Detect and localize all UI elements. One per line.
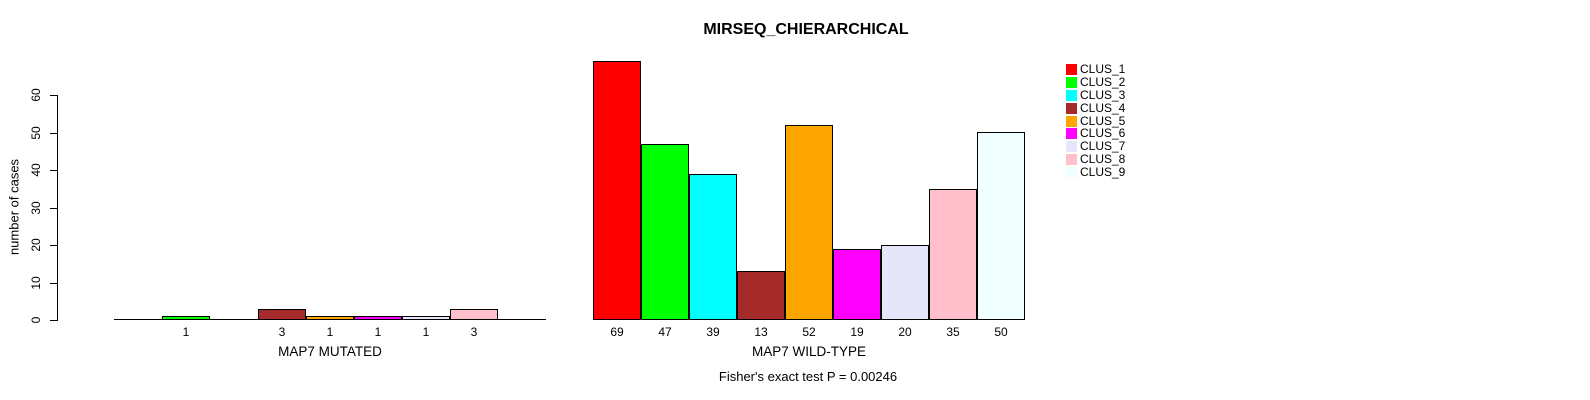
bar-clus_8 bbox=[929, 189, 977, 320]
bar-clus_3 bbox=[689, 174, 737, 320]
panel-map7-mutated: MAP7 MUTATED 1 3 1 1 1 3 bbox=[114, 0, 546, 359]
y-tick-label: 50 bbox=[29, 125, 43, 140]
legend-swatch-icon bbox=[1066, 102, 1077, 114]
bar-value-label: 1 bbox=[422, 325, 430, 339]
y-axis-line bbox=[57, 95, 58, 321]
y-tick-label: 0 bbox=[29, 316, 43, 324]
legend-row-clus_4: CLUS_4 bbox=[1066, 100, 1126, 115]
legend-swatch-icon bbox=[1066, 115, 1077, 127]
bar-clus_5 bbox=[785, 125, 833, 320]
y-tick-mark bbox=[50, 245, 57, 246]
bar-value-label: 69 bbox=[610, 325, 624, 339]
bar-clus_8 bbox=[450, 309, 498, 320]
y-tick-mark bbox=[50, 207, 57, 209]
y-tick-mark bbox=[50, 282, 57, 284]
y-tick-label: 40 bbox=[29, 163, 43, 177]
legend-row-clus_1: CLUS_1 bbox=[1066, 63, 1125, 76]
y-tick-mark bbox=[50, 320, 57, 321]
legend-label: CLUS_7 bbox=[1080, 139, 1126, 154]
y-tick-mark bbox=[50, 170, 57, 171]
legend-label: CLUS_2 bbox=[1080, 74, 1126, 89]
legend-swatch-icon bbox=[1066, 154, 1077, 166]
y-tick-mark bbox=[50, 95, 57, 96]
legend-swatch-icon bbox=[1066, 89, 1077, 101]
bar-value-label: 13 bbox=[754, 325, 768, 339]
legend-swatch-icon bbox=[1066, 128, 1077, 140]
bar-value-label: 3 bbox=[470, 325, 478, 339]
bar-value-label: 47 bbox=[658, 325, 672, 339]
fisher-test-annotation: Fisher's exact test P = 0.00246 bbox=[718, 369, 898, 384]
y-tick-mark bbox=[50, 132, 57, 134]
legend-swatch-icon bbox=[1066, 76, 1077, 88]
y-tick-label: 20 bbox=[29, 238, 43, 252]
legend-row-clus_3: CLUS_3 bbox=[1066, 87, 1126, 102]
legend-label: CLUS_8 bbox=[1080, 152, 1126, 167]
legend-swatch-icon bbox=[1066, 167, 1077, 179]
bar-value-label: 19 bbox=[850, 325, 864, 339]
bar-clus_4 bbox=[737, 271, 785, 320]
bar-value-label: 52 bbox=[802, 325, 816, 339]
bar-clus_2 bbox=[641, 144, 689, 320]
bar-clus_1 bbox=[593, 61, 641, 320]
bar-clus_5 bbox=[306, 316, 354, 320]
bar-clus_7 bbox=[402, 316, 450, 320]
bar-clus_4 bbox=[258, 309, 306, 320]
legend-row-clus_8: CLUS_8 bbox=[1066, 153, 1125, 166]
bar-value-label: 3 bbox=[278, 325, 286, 339]
legend-swatch-icon bbox=[1066, 63, 1077, 75]
bar-value-label: 50 bbox=[994, 325, 1008, 339]
x-axis-title-wild-type: MAP7 WILD-TYPE bbox=[751, 344, 867, 359]
legend-label: CLUS_4 bbox=[1080, 100, 1126, 115]
legend-label: CLUS_3 bbox=[1080, 87, 1126, 102]
y-tick-label: 10 bbox=[29, 275, 43, 290]
legend-row-clus_2: CLUS_2 bbox=[1066, 74, 1126, 89]
chart-title: MIRSEQ_CHIERARCHICAL bbox=[703, 21, 909, 38]
x-axis-title-mutated: MAP7 MUTATED bbox=[278, 344, 382, 359]
legend-swatch-icon bbox=[1066, 141, 1077, 153]
legend: CLUS_1 CLUS_2 CLUS_3 CLUS_4 CLUS_5 CLUS_6 CLUS… bbox=[1066, 63, 1125, 179]
y-tick-label: 60 bbox=[29, 88, 43, 102]
bar-clus_2 bbox=[162, 316, 210, 320]
legend-row-clus_5: CLUS_5 bbox=[1066, 113, 1126, 128]
bar-value-label: 35 bbox=[946, 325, 960, 339]
bar-clus_9 bbox=[977, 132, 1025, 320]
legend-row-clus_7: CLUS_7 bbox=[1066, 140, 1125, 153]
legend-row-clus_6: CLUS_6 bbox=[1066, 127, 1125, 140]
legend-label: CLUS_5 bbox=[1080, 113, 1126, 128]
bar-value-label: 1 bbox=[374, 325, 382, 339]
bar-value-label: 1 bbox=[326, 325, 334, 339]
legend-label: CLUS_6 bbox=[1080, 126, 1126, 141]
y-tick-label: 30 bbox=[29, 200, 43, 215]
legend-label: CLUS_1 bbox=[1080, 62, 1126, 76]
bar-clus_6 bbox=[354, 316, 402, 320]
bar-value-label: 20 bbox=[898, 325, 912, 339]
y-axis-title: number of cases bbox=[6, 158, 22, 256]
legend-row-clus_9: CLUS_9 bbox=[1066, 166, 1125, 179]
bar-value-label: 1 bbox=[182, 325, 190, 339]
bar-clus_6 bbox=[833, 249, 881, 320]
bar-clus_7 bbox=[881, 245, 929, 320]
legend-label: CLUS_9 bbox=[1080, 165, 1126, 180]
panel-map7-wild-type: MAP7 WILD-TYPE 69 47 39 13 52 19 20 35 50 bbox=[593, 0, 1025, 359]
bar-value-label: 39 bbox=[706, 325, 720, 339]
